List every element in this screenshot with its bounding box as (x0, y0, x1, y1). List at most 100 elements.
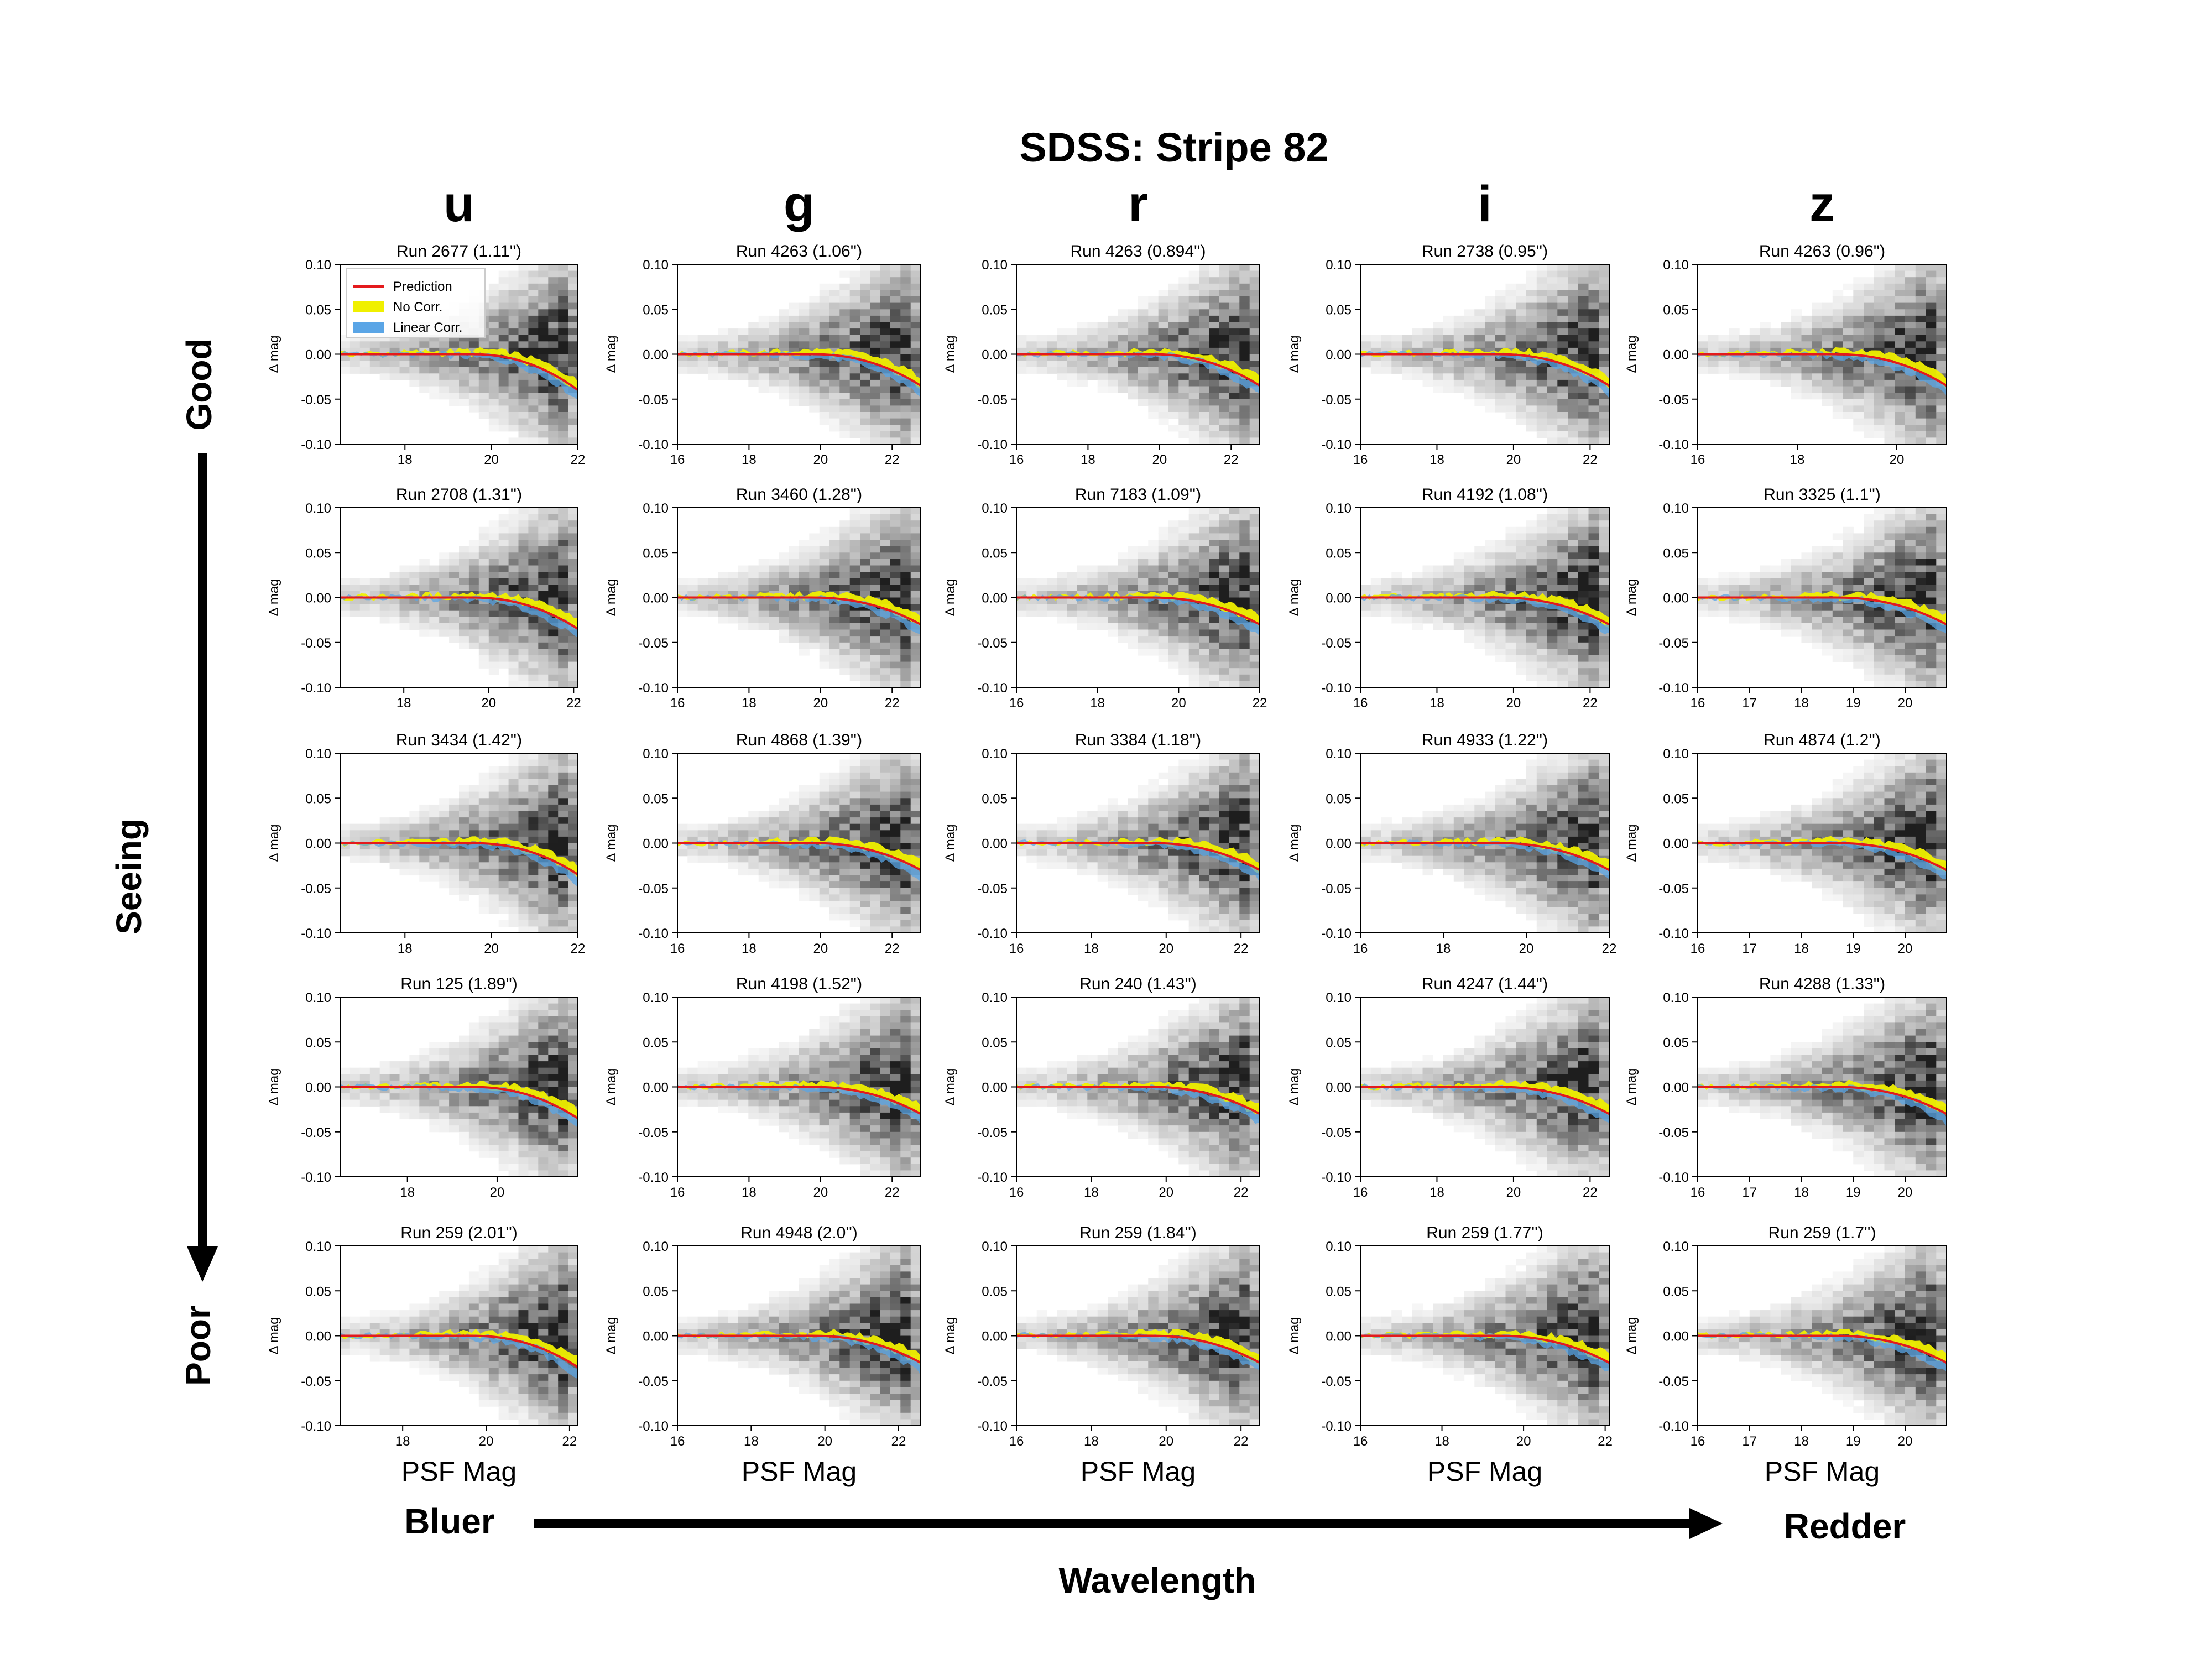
histogram-cell (1895, 681, 1906, 687)
histogram-cell (1188, 341, 1199, 348)
histogram-cell (1168, 661, 1179, 669)
histogram-cell (1557, 302, 1568, 310)
histogram-cell (900, 546, 911, 553)
histogram-cell (1505, 283, 1516, 290)
histogram-cell (1718, 335, 1729, 342)
histogram-cell (1178, 565, 1190, 572)
histogram-cell (1178, 335, 1190, 342)
histogram-cell (1832, 565, 1844, 572)
histogram-cell (677, 849, 688, 857)
x-tick-label: 20 (1506, 452, 1521, 467)
histogram-cell (1874, 533, 1885, 540)
histogram-cell (697, 830, 708, 837)
histogram-cell (1249, 309, 1260, 316)
histogram-cell (568, 585, 578, 592)
histogram-cell (1915, 347, 1927, 355)
histogram-cell (478, 361, 489, 368)
histogram-cell (1547, 526, 1558, 534)
histogram-cell (839, 766, 851, 773)
histogram-cell (1057, 335, 1068, 342)
histogram-cell (799, 642, 810, 649)
histogram-cell (1547, 379, 1558, 387)
histogram-cell (1770, 610, 1781, 617)
histogram-cell (1249, 585, 1260, 592)
histogram-cell (558, 335, 568, 342)
histogram-cell (1249, 514, 1260, 521)
histogram-cell (1495, 315, 1506, 323)
histogram-cell (508, 811, 519, 818)
histogram-cell (1547, 328, 1558, 336)
histogram-cell (1158, 604, 1169, 611)
histogram-cell (1360, 604, 1371, 611)
histogram-cell (1199, 642, 1209, 649)
histogram-cell (1905, 514, 1916, 521)
histogram-cell (1505, 296, 1516, 304)
histogram-cell (1547, 270, 1558, 278)
histogram-cell (758, 354, 769, 361)
histogram-cell (1391, 354, 1402, 361)
histogram-cell (558, 779, 568, 786)
histogram-cell (1568, 578, 1579, 585)
histogram-cell (548, 328, 559, 336)
x-tick-label: 18 (742, 696, 757, 711)
histogram-cell (809, 623, 820, 630)
histogram-cell (910, 585, 921, 592)
histogram-cell (1485, 393, 1496, 400)
histogram-cell (1485, 322, 1496, 329)
histogram-cell (1505, 559, 1516, 566)
histogram-cell (1158, 540, 1169, 547)
histogram-cell (568, 753, 578, 760)
histogram-cell (1485, 617, 1496, 624)
histogram-cell (1485, 386, 1496, 393)
histogram-cell (1698, 604, 1709, 611)
histogram-cell (1178, 623, 1190, 630)
histogram-cell (1526, 674, 1537, 681)
histogram-cell (488, 888, 499, 895)
histogram-cell (488, 610, 499, 617)
histogram-cell (1433, 572, 1444, 579)
histogram-cell (1249, 655, 1260, 662)
histogram-cell (478, 629, 489, 637)
histogram-cell (568, 552, 578, 560)
histogram-cell (870, 681, 881, 687)
histogram-cell (1832, 393, 1844, 400)
histogram-cell (399, 855, 410, 863)
histogram-cell (568, 315, 578, 323)
histogram-cell (839, 642, 851, 649)
histogram-cell (488, 328, 499, 336)
histogram-cell (687, 361, 698, 368)
histogram-cell (1077, 341, 1088, 348)
histogram-cell (449, 610, 460, 617)
histogram-cell (1199, 386, 1209, 393)
histogram-cell (830, 629, 840, 637)
histogram-cell (1188, 674, 1199, 681)
x-tick-label: 20 (1890, 452, 1905, 467)
histogram-cell (860, 437, 870, 444)
histogram-cell (439, 379, 450, 387)
histogram-cell (890, 520, 901, 528)
prediction-line (677, 596, 921, 626)
histogram-cell (538, 431, 549, 438)
histogram-cell (1249, 361, 1260, 368)
histogram-cell (1047, 578, 1057, 585)
histogram-cell (1812, 361, 1823, 368)
histogram-cell (789, 393, 800, 400)
histogram-cell (779, 811, 790, 818)
histogram-cell (1188, 296, 1199, 304)
histogram-cell (1199, 623, 1209, 630)
x-tick-label: 17 (1742, 696, 1757, 711)
histogram-cell (900, 418, 911, 425)
histogram-cell (799, 578, 810, 585)
histogram-cell (1853, 418, 1864, 425)
histogram-cell (1832, 623, 1844, 630)
histogram-cell (1843, 629, 1854, 637)
histogram-cell (538, 302, 549, 310)
histogram-cell (1926, 642, 1937, 649)
histogram-cell (1936, 361, 1947, 368)
histogram-cell (748, 578, 759, 585)
histogram-cell (809, 559, 820, 566)
histogram-cell (830, 585, 840, 592)
histogram-cell (1118, 610, 1129, 617)
histogram-cell (568, 520, 578, 528)
histogram-cell (1209, 617, 1220, 624)
